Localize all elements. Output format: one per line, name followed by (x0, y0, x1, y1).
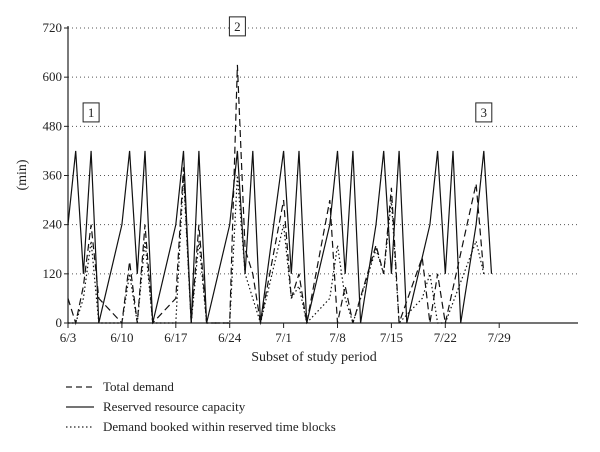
x-axis-title: Subset of study period (251, 350, 377, 365)
legend-item-total-demand: Total demand (66, 379, 174, 394)
x-tick-label: 7/15 (380, 330, 403, 345)
annotations: 1 2 3 (82, 16, 493, 123)
y-axis-title: (min) (15, 159, 30, 190)
y-tick-label: 240 (43, 217, 63, 232)
y-tick-label: 360 (43, 168, 63, 183)
x-tick-label: 7/29 (488, 330, 511, 345)
x-tick-label: 6/3 (60, 330, 77, 345)
x-tick-label: 7/22 (434, 330, 457, 345)
legend: Total demand Reserved resource capacity … (66, 379, 336, 434)
legend-label-total-demand: Total demand (103, 379, 174, 394)
x-tick-label: 6/24 (218, 330, 242, 345)
y-tick-label: 480 (43, 118, 63, 133)
x-tick-label: 7/8 (329, 330, 346, 345)
series-layer (67, 64, 493, 326)
series-line-dashed (67, 64, 485, 326)
annotation-box (475, 102, 493, 123)
x-tick-label: 6/17 (164, 330, 188, 345)
legend-item-demand-booked: Demand booked within reserved time block… (66, 419, 336, 434)
series-line-solid (67, 150, 493, 324)
y-tick-label: 720 (43, 20, 63, 35)
x-tick-label: 6/10 (110, 330, 133, 345)
legend-label-reserved-capacity: Reserved resource capacity (103, 399, 246, 414)
x-tick-label: 7/1 (275, 330, 292, 345)
y-tick-label: 120 (43, 266, 63, 281)
legend-label-demand-booked: Demand booked within reserved time block… (103, 419, 336, 434)
annotation-label: 2 (234, 19, 241, 34)
legend-item-reserved-capacity: Reserved resource capacity (66, 399, 246, 414)
series-line-dotted (68, 175, 485, 326)
y-tick-label: 0 (56, 315, 63, 330)
annotation-label: 3 (481, 105, 488, 120)
grid-layer (68, 27, 578, 275)
axes-layer: 0 120 240 360 480 600 720 6/3 6/10 6/17 6/24 7/1 7/8… (43, 20, 578, 345)
annotation-box (82, 102, 100, 123)
annotation-label: 1 (88, 105, 95, 120)
y-tick-label: 600 (43, 69, 63, 84)
annotation-box (228, 16, 246, 37)
